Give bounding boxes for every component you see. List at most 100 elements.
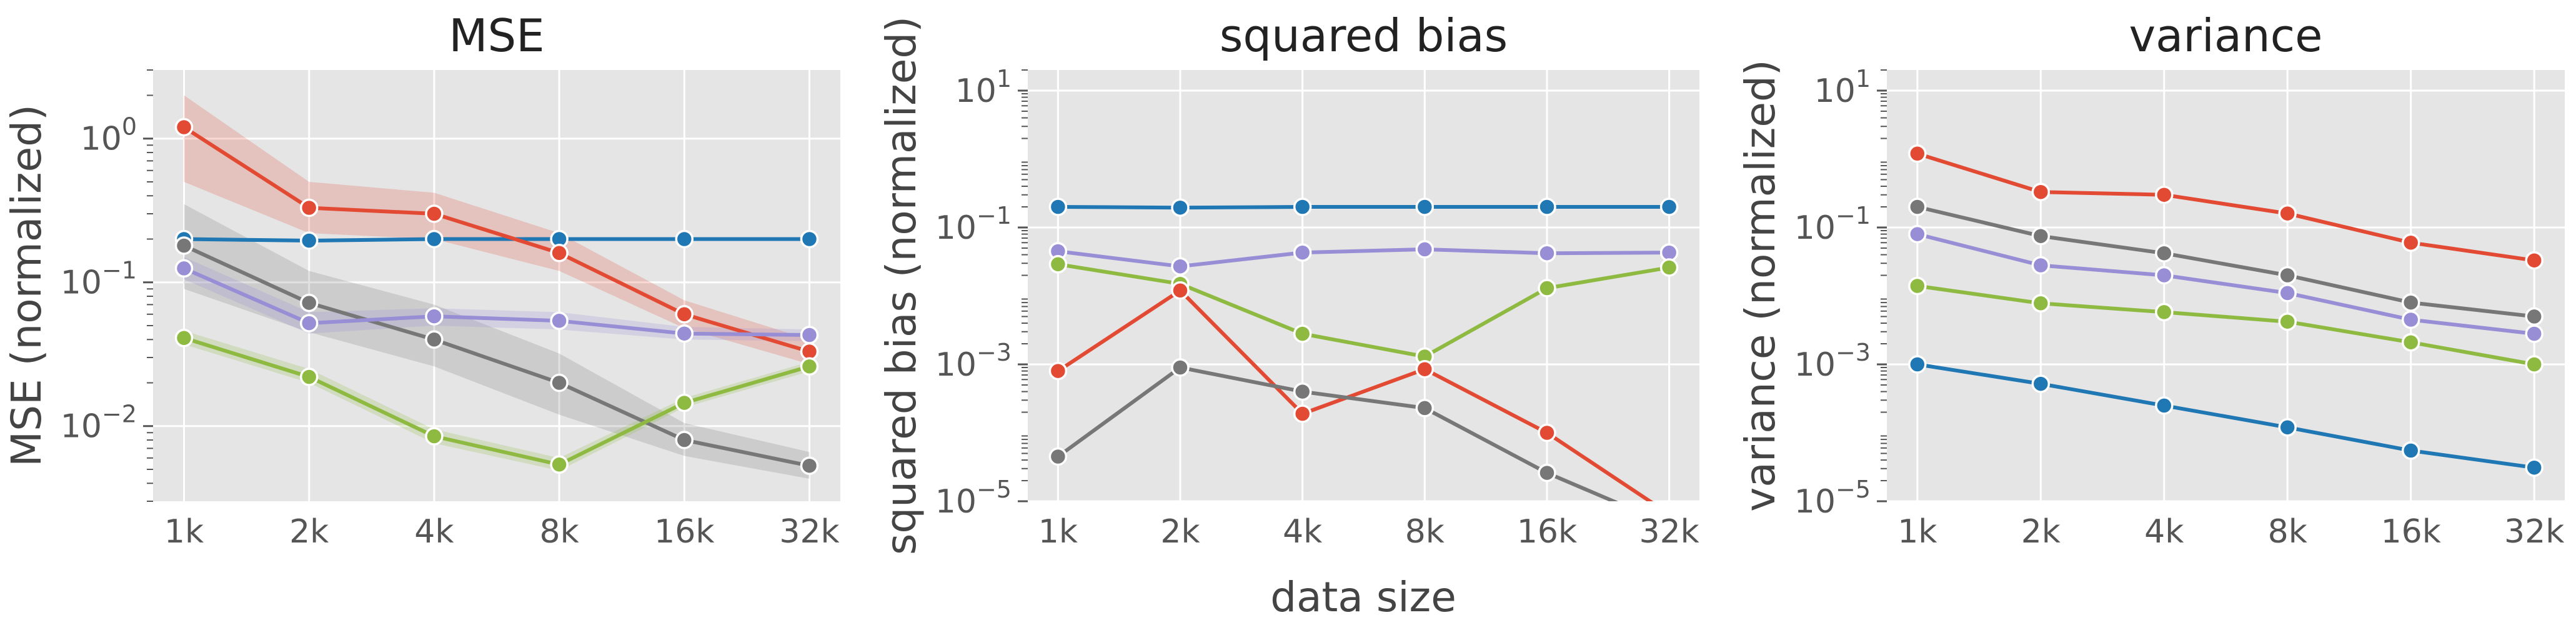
series-4-point [425, 307, 444, 326]
series-5-point [800, 357, 819, 376]
y-tick-label: 10−1 [1794, 202, 1871, 247]
y-tick-label: 10−5 [935, 476, 1012, 521]
series-2-point [675, 305, 694, 324]
series-2-point [1659, 243, 1679, 262]
series-3-point [550, 373, 569, 392]
series-4-point [2278, 312, 2297, 331]
series-3-point [2031, 256, 2051, 275]
y-tick-label: 101 [955, 65, 1012, 110]
x-tick-label: 8k [1405, 513, 1445, 551]
x-tick-label: 8k [2268, 513, 2307, 551]
series-3-point [1048, 255, 1068, 274]
series-4-line [1917, 284, 2535, 366]
series-1-point [1293, 198, 1312, 216]
x-tick-label: 4k [414, 513, 454, 551]
series-4-line [1057, 288, 1654, 501]
x-tick-label: 4k [2144, 513, 2184, 551]
series-3-point [1293, 324, 1312, 343]
y-tick-label: 10−1 [935, 202, 1012, 247]
series-4-point [800, 326, 819, 344]
series-5-point [550, 455, 569, 474]
y-tick-label: 10−1 [61, 257, 137, 302]
series-1-point [299, 231, 319, 250]
series-5-point [299, 368, 319, 386]
series-3-point [675, 431, 694, 449]
series-2-line [1917, 205, 2535, 319]
series-4-point [1293, 404, 1312, 423]
series-4-point [1415, 359, 1435, 379]
series-3-point [174, 236, 194, 255]
series-1-point [1908, 144, 1927, 163]
x-tick-label: 32k [1639, 513, 1699, 551]
series-5-point [2278, 418, 2297, 437]
series-5-point [1293, 382, 1312, 401]
series-5-point [1048, 447, 1068, 466]
series-2-point [1415, 240, 1435, 259]
series-2-point [1293, 243, 1312, 262]
series-layer [1048, 198, 1679, 501]
series-3-line [183, 244, 810, 468]
series-4-point [1171, 281, 1190, 300]
series-5-point [2525, 458, 2544, 477]
series-5-point [2155, 396, 2174, 415]
series-4-point [1538, 423, 1556, 442]
series-1-point [1171, 198, 1190, 217]
plot-background [1028, 70, 1699, 501]
x-tick-label: 8k [539, 513, 579, 551]
series-2-point [425, 204, 444, 223]
series-4-point [675, 324, 694, 343]
x-tick-label: 32k [2504, 513, 2564, 551]
series-4-point [550, 311, 569, 331]
series-4-point [1048, 361, 1068, 381]
series-4-point [2401, 332, 2420, 352]
series-5-point [1538, 463, 1556, 482]
series-1-line [184, 237, 810, 242]
panel-title: squared bias [1220, 9, 1508, 62]
series-1-point [2031, 182, 2051, 201]
series-2-line [182, 125, 810, 354]
y-tick-label: 101 [1814, 65, 1871, 110]
series-5-point [425, 427, 444, 446]
series-5-point [675, 393, 694, 412]
x-tick-label: 16k [1517, 513, 1577, 551]
x-tick-label: 4k [1283, 513, 1322, 551]
series-1-point [2525, 251, 2544, 270]
series-5-point [2401, 441, 2420, 460]
series-3-point [2278, 284, 2297, 302]
series-4-line [183, 266, 810, 337]
series-3-point [2155, 266, 2174, 285]
x-tick-label: 32k [779, 513, 839, 551]
panel-2: 10−5 10−3 10−1 101 1k 2k 4k 8k 16k 32k squared bia… [877, 9, 1699, 555]
series-3-point [425, 330, 444, 349]
series-1-point [1048, 198, 1068, 216]
series-2-point [2525, 307, 2544, 326]
series-5-line [1057, 366, 1619, 501]
series-2-point [1538, 244, 1556, 262]
panel-1: 10−2 10−1 100 1k 2k 4k 8k 16k 32k MSE MSE (normali… [2, 9, 840, 551]
series-3-point [1538, 279, 1556, 298]
series-4-point [1908, 276, 1927, 296]
series-2-point [2401, 293, 2420, 312]
y-tick-label: 10−3 [935, 339, 1012, 384]
x-tick-label: 16k [654, 513, 714, 551]
series-2-point [1171, 257, 1190, 276]
x-axis-label: data size [1270, 573, 1456, 621]
series-4-point [2031, 294, 2051, 313]
x-tick-label: 2k [1160, 513, 1200, 551]
x-tick-label: 2k [2021, 513, 2061, 551]
y-tick-label: 10−2 [61, 401, 137, 446]
series-4-point [2525, 355, 2544, 374]
x-tick-label: 2k [289, 513, 329, 551]
series-2-point [2031, 226, 2051, 246]
series-5-point [2031, 374, 2051, 393]
series-5-point [1415, 399, 1435, 418]
series-1-point [800, 229, 819, 249]
series-5-point [1908, 355, 1927, 374]
series-1-point [2278, 204, 2297, 223]
series-2-point [174, 118, 194, 137]
series-2-point [2155, 244, 2174, 262]
panel-title: MSE [449, 9, 544, 62]
series-3-line [1917, 232, 2535, 336]
series-5-line [1917, 362, 2535, 470]
